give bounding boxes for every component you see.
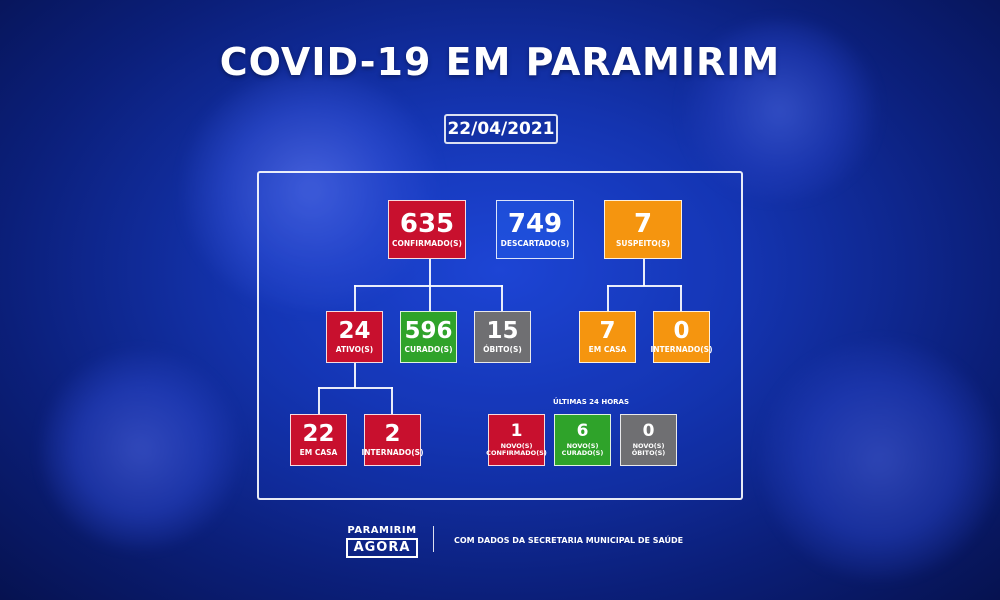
new-deaths-value: 0 <box>642 420 655 441</box>
new-cured-box: 6 NOVO(S) CURADO(S) <box>554 414 611 466</box>
last-24h-heading: ÚLTIMAS 24 HORAS <box>552 398 630 406</box>
active-hospital-label: INTERNADO(S) <box>361 447 424 457</box>
new-cured-label-line2: CURADO(S) <box>561 449 604 457</box>
cured-value: 596 <box>404 317 453 344</box>
connector-line <box>429 258 431 286</box>
confirmed-value: 635 <box>399 208 455 239</box>
connector-line <box>318 387 320 415</box>
background-glow <box>760 340 1000 580</box>
new-deaths-box: 0 NOVO(S) ÓBITO(S) <box>620 414 677 466</box>
background-glow <box>40 350 240 550</box>
brand-logo: PARAMIRIM AGORA <box>346 525 418 558</box>
connector-line <box>354 362 356 388</box>
new-cured-label-line1: NOVO(S) <box>566 441 599 450</box>
active-hospital-box: 2 INTERNADO(S) <box>361 414 424 466</box>
new-confirmed-label: NOVO(S) CONFIRMADO(S) <box>486 441 547 458</box>
suspected-label: SUSPEITO(S) <box>615 238 671 248</box>
cured-box: 596 CURADO(S) <box>400 311 457 363</box>
footer-divider <box>433 526 434 552</box>
deaths-value: 15 <box>486 317 519 344</box>
new-confirmed-value: 1 <box>510 420 523 441</box>
data-source-text: COM DADOS DA SECRETARIA MUNICIPAL DE SAÚ… <box>454 536 684 545</box>
deaths-box: 15 ÓBITO(S) <box>474 311 531 363</box>
suspected-hospital-value: 0 <box>673 317 690 344</box>
active-box: 24 ATIVO(S) <box>326 311 383 363</box>
connector-line <box>391 387 393 415</box>
suspected-hospital-box: 0 INTERNADO(S) <box>650 311 713 363</box>
background-glow <box>180 70 440 310</box>
connector-line <box>607 285 609 312</box>
active-home-value: 22 <box>302 420 335 447</box>
connector-line <box>680 285 682 312</box>
suspected-home-label: EM CASA <box>588 344 627 354</box>
active-value: 24 <box>338 317 371 344</box>
confirmed-label: CONFIRMADO(S) <box>392 238 462 248</box>
connector-line <box>643 258 645 286</box>
page-title: COVID-19 EM PARAMIRIM <box>219 40 781 84</box>
logo-bottom-text: AGORA <box>346 538 418 558</box>
suspected-home-box: 7 EM CASA <box>579 311 636 363</box>
suspected-box: 7 SUSPEITO(S) <box>604 200 682 259</box>
active-home-box: 22 EM CASA <box>290 414 347 466</box>
discarded-label: DESCARTADO(S) <box>500 238 570 248</box>
active-home-label: EM CASA <box>299 447 338 457</box>
new-deaths-label-line1: NOVO(S) <box>632 441 665 450</box>
connector-line <box>354 285 356 312</box>
active-label: ATIVO(S) <box>335 344 374 354</box>
new-confirmed-box: 1 NOVO(S) CONFIRMADO(S) <box>486 414 547 466</box>
new-cured-value: 6 <box>576 420 589 441</box>
new-deaths-label: NOVO(S) ÓBITO(S) <box>631 441 666 458</box>
date-badge: 22/04/2021 <box>444 114 558 144</box>
connector-line <box>354 285 503 287</box>
new-cured-label: NOVO(S) CURADO(S) <box>561 441 604 458</box>
connector-line <box>501 285 503 312</box>
active-hospital-value: 2 <box>384 420 401 447</box>
discarded-box: 749 DESCARTADO(S) <box>496 200 574 259</box>
connector-line <box>429 285 431 312</box>
new-confirmed-label-line2: CONFIRMADO(S) <box>486 449 547 457</box>
new-deaths-label-line2: ÓBITO(S) <box>631 449 666 457</box>
background-glow <box>680 20 880 200</box>
deaths-label: ÓBITO(S) <box>483 344 522 354</box>
new-confirmed-label-line1: NOVO(S) <box>500 441 533 450</box>
cured-label: CURADO(S) <box>404 344 453 354</box>
suspected-hospital-label: INTERNADO(S) <box>650 344 713 354</box>
discarded-value: 749 <box>507 208 563 239</box>
suspected-home-value: 7 <box>599 317 616 344</box>
connector-line <box>318 387 393 389</box>
suspected-value: 7 <box>633 208 653 239</box>
connector-line <box>607 285 682 287</box>
logo-top-text: PARAMIRIM <box>347 525 417 536</box>
confirmed-box: 635 CONFIRMADO(S) <box>388 200 466 259</box>
